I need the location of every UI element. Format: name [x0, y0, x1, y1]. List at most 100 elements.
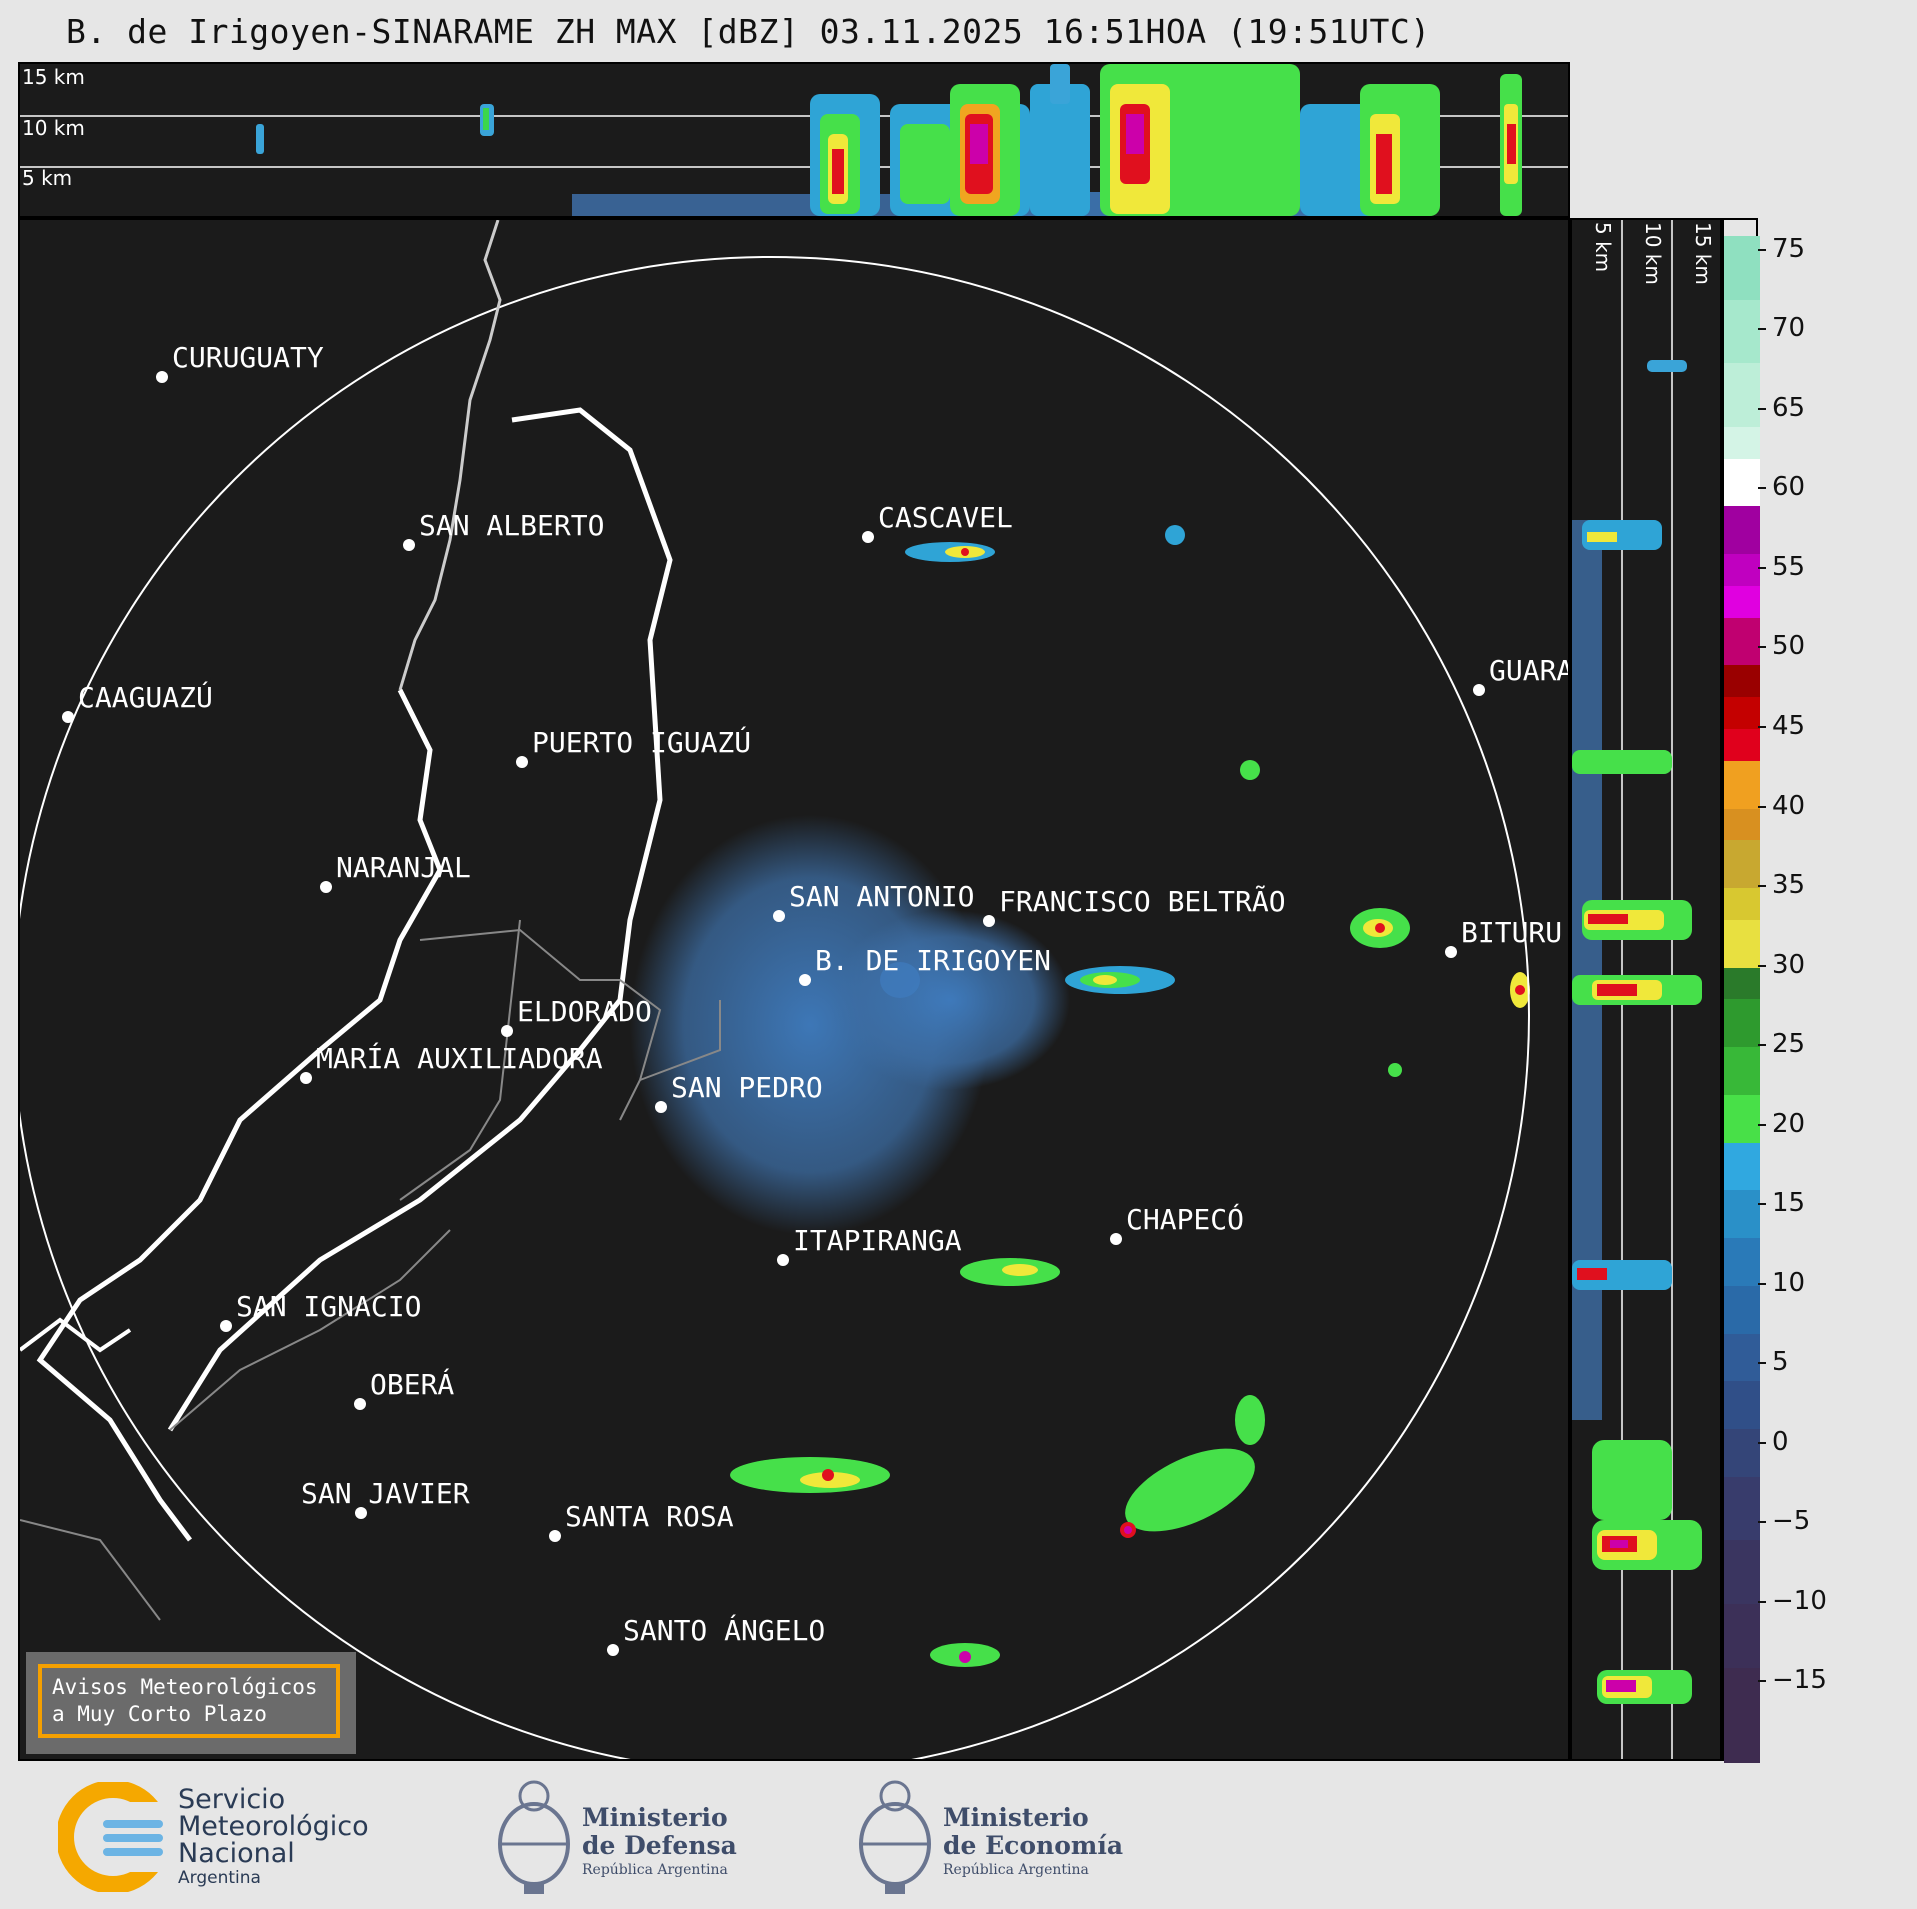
- colorbar-tick-label: 15: [1757, 1188, 1805, 1218]
- city-marker: [607, 1644, 619, 1656]
- colorbar-tick-label: 55: [1757, 552, 1805, 582]
- colorbar-tick-label: 25: [1757, 1029, 1805, 1059]
- city-marker: [983, 915, 995, 927]
- colorbar-band: [1724, 617, 1760, 666]
- colorbar-band: [1724, 458, 1760, 507]
- city-marker: [320, 881, 332, 893]
- city-marker: [501, 1025, 513, 1037]
- city-label: OBERÁ: [370, 1367, 454, 1401]
- city-label: PUERTO IGUAZÚ: [532, 725, 751, 759]
- city-markers: CURUGUATY SAN ALBERTO CASCAVEL CAAGUAZÚ GUAR…: [62, 341, 1568, 1656]
- colorbar: [1722, 218, 1760, 1763]
- coat-of-arms-icon: [859, 1780, 931, 1894]
- smn-emblem-icon: [58, 1782, 168, 1892]
- city-marker: [549, 1530, 561, 1542]
- colorbar-tick-label: 45: [1757, 711, 1805, 741]
- city-label: ELDORADO: [517, 995, 652, 1028]
- city-marker: [62, 711, 74, 723]
- side-alt-label-10: 10 km: [1641, 222, 1665, 285]
- colorbar-band: [1724, 1142, 1760, 1191]
- city-label: FRANCISCO BELTRÃO: [999, 885, 1286, 918]
- colorbar-band: [1724, 426, 1760, 459]
- city-marker: [220, 1320, 232, 1332]
- colorbar-band: [1724, 1428, 1760, 1477]
- colorbar-band: [1724, 1238, 1760, 1286]
- colorbar-tick-label: −15: [1758, 1665, 1827, 1695]
- city-label: SAN ANTONIO: [789, 880, 974, 913]
- colorbar-tick-label: 60: [1757, 472, 1805, 502]
- city-label: SAN ALBERTO: [419, 509, 604, 542]
- city-label: SANTA ROSA: [565, 1500, 734, 1533]
- colorbar-band: [1724, 665, 1760, 698]
- city-label: B. DE IRIGOYEN: [815, 944, 1051, 977]
- economia-logo: Ministerio de Economía República Argenti…: [855, 1774, 1135, 1898]
- economia-line-1: Ministerio: [943, 1803, 1089, 1832]
- city-label: CURUGUATY: [172, 341, 324, 374]
- warning-box: Avisos Meteorológicos a Muy Corto Plazo: [26, 1652, 356, 1754]
- colorbar-tick-label: −10: [1758, 1586, 1827, 1616]
- smn-line-3: Nacional: [178, 1838, 295, 1869]
- colorbar-tick-label: 40: [1757, 791, 1805, 821]
- colorbar-band: [1724, 1540, 1760, 1604]
- defensa-line-3: República Argentina: [582, 1862, 728, 1878]
- top-storm-cells: [810, 64, 1522, 216]
- colorbar-band: [1724, 1476, 1760, 1541]
- country-borders: [20, 220, 721, 1621]
- colorbar-band: [1724, 840, 1760, 889]
- colorbar-band: [1724, 1285, 1760, 1334]
- city-label: ITAPIRANGA: [793, 1224, 962, 1257]
- city-label: SAN PEDRO: [671, 1071, 823, 1104]
- city-marker: [156, 371, 168, 383]
- city-label: GUARA: [1489, 654, 1568, 687]
- colorbar-tick-label: 5: [1758, 1347, 1789, 1377]
- warning-line-1: Avisos Meteorológicos: [52, 1675, 318, 1699]
- range-ring: [20, 256, 1530, 1759]
- city-marker: [655, 1101, 667, 1113]
- colorbar-band: [1724, 760, 1760, 809]
- city-marker: [300, 1072, 312, 1084]
- colorbar-band: [1724, 299, 1760, 364]
- coat-of-arms-icon: [498, 1780, 570, 1894]
- colorbar-tick-label: 10: [1757, 1268, 1805, 1298]
- city-marker: [355, 1507, 367, 1519]
- city-marker: [862, 531, 874, 543]
- city-marker: [799, 974, 811, 986]
- colorbar-tick-label: 20: [1757, 1109, 1805, 1139]
- colorbar-band: [1724, 554, 1760, 586]
- colorbar-band: [1724, 1190, 1760, 1239]
- city-label: MARÍA AUXILIADORA: [316, 1041, 603, 1075]
- side-alt-label-5: 5 km: [1591, 222, 1615, 272]
- city-marker: [1110, 1233, 1122, 1245]
- radar-echoes: [630, 525, 1530, 1667]
- page-title: B. de Irigoyen-SINARAME ZH MAX [dBZ] 03.…: [66, 12, 1431, 51]
- colorbar-band: [1724, 506, 1760, 555]
- smn-line-2: Meteorológico: [178, 1811, 369, 1842]
- top-alt-label-15: 15 km: [22, 65, 85, 89]
- colorbar-band: [1724, 999, 1760, 1048]
- top-cross-section: 15 km 10 km 5 km: [18, 62, 1570, 218]
- colorbar-band: [1724, 1667, 1760, 1763]
- top-alt-label-10: 10 km: [22, 116, 85, 140]
- colorbar-tick-label: 70: [1757, 313, 1805, 343]
- colorbar-tick-label: 75: [1757, 234, 1805, 264]
- side-storm-cells: [1572, 360, 1702, 1704]
- side-alt-label-15: 15 km: [1691, 222, 1715, 285]
- colorbar-band: [1724, 1094, 1760, 1143]
- defensa-logo: Ministerio de Defensa República Argentin…: [494, 1774, 754, 1898]
- radar-map: CURUGUATY SAN ALBERTO CASCAVEL CAAGUAZÚ GUAR…: [18, 218, 1570, 1761]
- top-alt-label-5: 5 km: [22, 166, 72, 190]
- smn-logo: Servicio Meteorológico Nacional Argentin…: [58, 1782, 398, 1892]
- economia-line-2: de Economía: [943, 1831, 1124, 1860]
- city-label: CAAGUAZÚ: [78, 680, 213, 714]
- city-marker: [354, 1398, 366, 1410]
- city-marker: [1473, 684, 1485, 696]
- city-label: CASCAVEL: [878, 501, 1013, 534]
- city-marker: [1445, 946, 1457, 958]
- city-label: SAN IGNACIO: [236, 1290, 421, 1323]
- colorbar-band: [1724, 363, 1760, 427]
- city-marker: [403, 539, 415, 551]
- colorbar-band: [1724, 919, 1760, 968]
- city-marker: [516, 756, 528, 768]
- colorbar-band: [1724, 729, 1760, 761]
- colorbar-band: [1724, 585, 1760, 618]
